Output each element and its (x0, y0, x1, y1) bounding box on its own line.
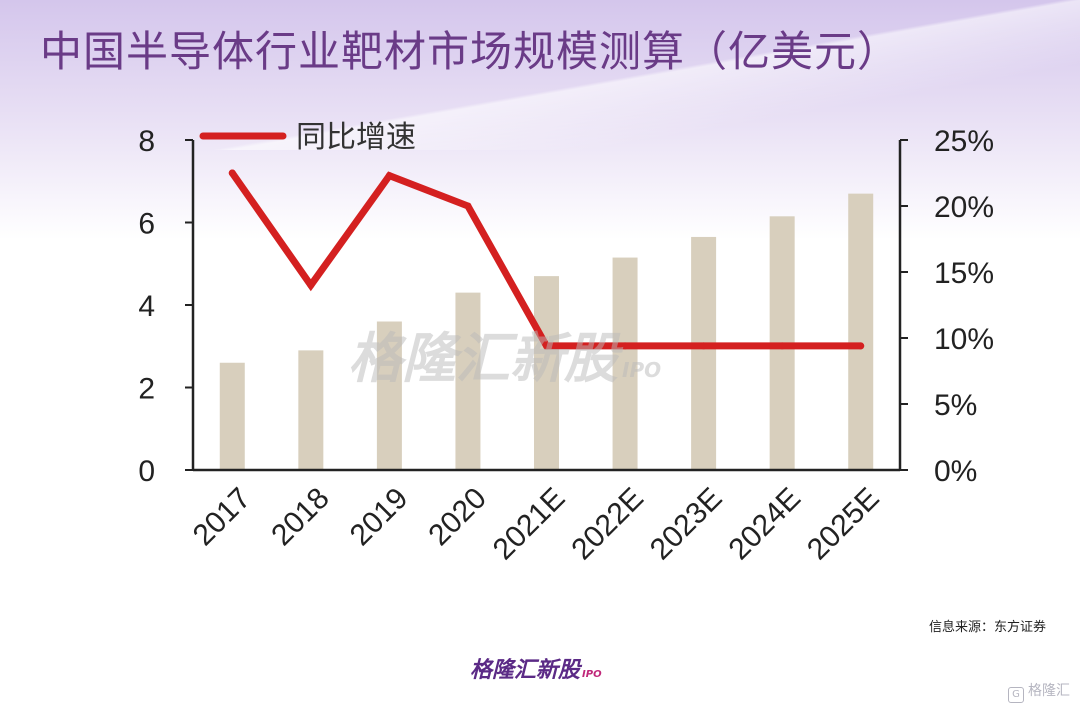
growth-rate-point-2023E (700, 342, 708, 350)
x-tick-label: 2023E (644, 482, 729, 567)
x-tick-label: 2017 (187, 482, 258, 553)
legend-label: 同比增速 (296, 120, 416, 155)
logo-text: 格隆汇新股 (470, 658, 581, 683)
y-right-tick-label: 0% (934, 455, 977, 488)
growth-rate-point-2020 (464, 202, 472, 210)
y-left-tick-label: 8 (138, 125, 155, 158)
bar-2020 (455, 292, 481, 470)
logo: 格隆汇新股 IPO (470, 652, 602, 684)
x-tick-label: 2024E (722, 482, 807, 567)
watermark-ipo: IPO (622, 358, 662, 382)
y-left-tick-label: 2 (138, 373, 155, 406)
y-right-tick-label: 10% (934, 323, 994, 356)
x-tick-label: 2022E (565, 482, 650, 567)
bar-2018 (298, 350, 324, 470)
x-tick-label: 2020 (422, 482, 493, 553)
growth-rate-point-2025E (857, 342, 865, 350)
x-tick-label: 2018 (265, 482, 336, 553)
growth-rate-point-2018 (307, 281, 315, 289)
growth-rate-point-2017 (228, 169, 236, 177)
corner-watermark-text: 格隆汇 (1028, 683, 1070, 699)
chart-title: 中国半导体行业靶材市场规模测算（亿美元） (40, 27, 901, 76)
y-right-tick-label: 5% (934, 389, 977, 422)
bar-2021E (534, 276, 559, 470)
y-left-tick-label: 0 (138, 455, 155, 488)
y-right-tick-label: 20% (934, 191, 994, 224)
watermark-text: 格隆汇新股 (348, 327, 618, 390)
source-note: 信息来源：东方证券 (928, 620, 1046, 635)
x-tick-label: 2019 (344, 482, 415, 553)
x-tick-label: 2025E (801, 482, 886, 567)
y-left-tick-label: 6 (138, 208, 155, 241)
bar-2017 (219, 362, 245, 470)
growth-rate-point-2022E (621, 342, 629, 350)
bar-2019 (376, 321, 402, 470)
logo-ipo: IPO (582, 669, 602, 680)
g-logo-icon: G (1008, 687, 1024, 703)
y-left-tick-label: 4 (138, 290, 155, 323)
bar-2025E (848, 193, 874, 470)
bar-2022E (612, 257, 638, 470)
watermark-center: 格隆汇新股 IPO (348, 314, 661, 393)
y-right-tick-label: 25% (934, 125, 994, 158)
corner-watermark: G 格隆汇 (1008, 680, 1070, 703)
x-tick-label: 2021E (487, 482, 572, 567)
growth-rate-point-2024E (778, 342, 786, 350)
bar-2023E (691, 236, 717, 470)
y-right-tick-label: 15% (934, 257, 994, 290)
growth-rate-point-2021E (543, 342, 550, 350)
growth-rate-point-2019 (385, 172, 393, 180)
